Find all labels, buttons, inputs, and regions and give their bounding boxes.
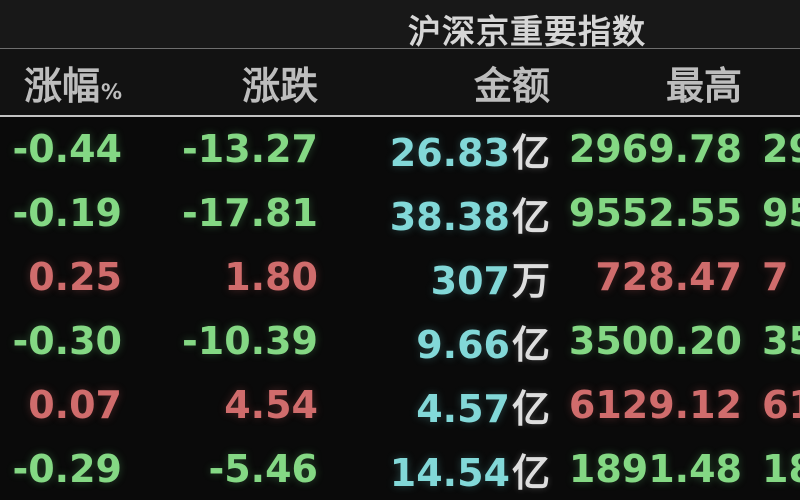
title-bar: 沪深京重要指数 <box>0 0 800 51</box>
high-cell: 9552.55 <box>568 191 742 235</box>
table-row[interactable]: 0.07 4.54 4.57亿 6129.12 61 <box>0 373 800 437</box>
change-cell: 4.54 <box>224 383 318 427</box>
high-cell: 2969.78 <box>568 127 742 171</box>
clipped-next-cell: 61 <box>762 383 800 427</box>
amount-unit: 亿 <box>511 130 550 175</box>
amount-unit: 亿 <box>511 450 550 495</box>
page-title: 沪深京重要指数 <box>408 12 646 51</box>
header-amount[interactable]: 金额 <box>473 63 550 108</box>
high-cell: 728.47 <box>595 255 742 299</box>
header-high[interactable]: 最高 <box>665 63 742 108</box>
clipped-next-cell: 29 <box>762 127 800 171</box>
change-cell: -17.81 <box>182 191 318 235</box>
table-row[interactable]: -0.29 -5.46 14.54亿 1891.48 18 <box>0 437 800 500</box>
amount-unit: 万 <box>511 258 550 303</box>
amount-unit: 亿 <box>511 386 550 431</box>
change-pct-cell: -0.30 <box>12 319 122 363</box>
amount-cell: 38.38亿 <box>389 194 550 239</box>
clipped-next-cell: 18 <box>762 447 800 491</box>
header-change-pct[interactable]: 涨幅% <box>23 63 122 108</box>
amount-unit: 亿 <box>511 194 550 239</box>
change-cell: -10.39 <box>182 319 318 363</box>
change-cell: -5.46 <box>208 447 318 491</box>
table-row[interactable]: -0.44 -13.27 26.83亿 2969.78 29 <box>0 117 800 181</box>
amount-cell: 307万 <box>430 258 550 303</box>
table-row[interactable]: 0.25 1.80 307万 728.47 7 <box>0 245 800 309</box>
high-cell: 1891.48 <box>568 447 742 491</box>
clipped-next-cell: 7 <box>762 255 789 299</box>
amount-cell: 26.83亿 <box>389 130 550 175</box>
change-pct-cell: -0.44 <box>12 127 122 171</box>
percent-sign: % <box>100 79 122 104</box>
table-body: -0.44 -13.27 26.83亿 2969.78 29 -0.19 -17… <box>0 117 800 500</box>
high-cell: 3500.20 <box>568 319 742 363</box>
change-pct-cell: 0.25 <box>28 255 122 299</box>
clipped-next-cell: 95 <box>762 191 800 235</box>
amount-unit: 亿 <box>511 322 550 367</box>
high-cell: 6129.12 <box>568 383 742 427</box>
change-cell: -13.27 <box>182 127 318 171</box>
header-change[interactable]: 涨跌 <box>241 63 318 108</box>
amount-cell: 9.66亿 <box>416 322 550 367</box>
table-row[interactable]: -0.19 -17.81 38.38亿 9552.55 95 <box>0 181 800 245</box>
change-pct-cell: -0.29 <box>12 447 122 491</box>
table-row[interactable]: -0.30 -10.39 9.66亿 3500.20 35 <box>0 309 800 373</box>
change-pct-cell: -0.19 <box>12 191 122 235</box>
table-header-row: 涨幅% 涨跌 金额 最高 <box>0 48 800 117</box>
amount-cell: 4.57亿 <box>416 386 550 431</box>
amount-cell: 14.54亿 <box>389 450 550 495</box>
clipped-next-cell: 35 <box>762 319 800 363</box>
change-cell: 1.80 <box>224 255 318 299</box>
change-pct-cell: 0.07 <box>28 383 122 427</box>
